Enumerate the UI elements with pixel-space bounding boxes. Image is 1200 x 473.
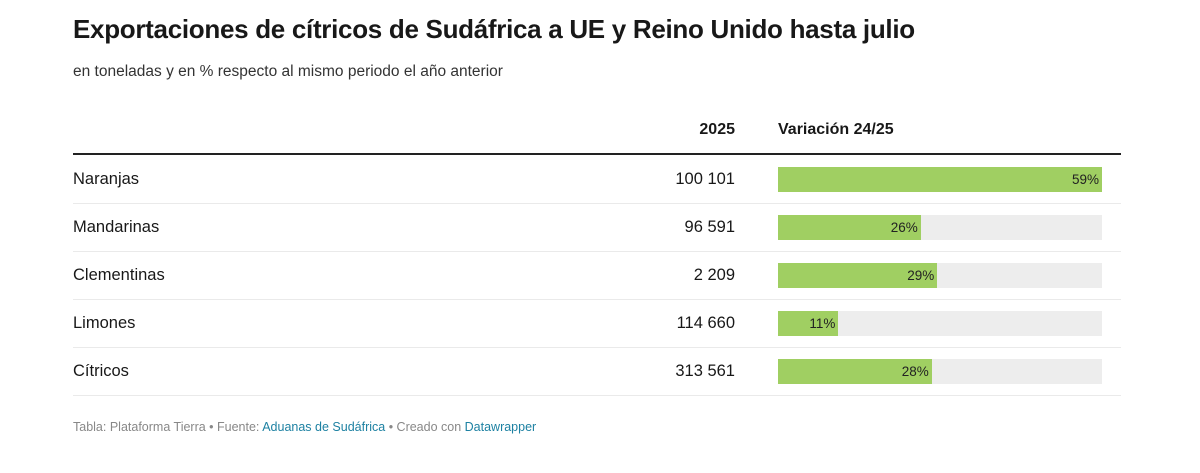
datawrapper-link[interactable]: Datawrapper [464, 420, 537, 434]
footer-credit: Tabla: Plataforma Tierra • Fuente: [73, 420, 263, 434]
variation-label: 59% [1071, 172, 1099, 187]
row-value: 2 209 [693, 266, 735, 284]
row-value: 313 561 [675, 362, 735, 380]
footer: Tabla: Plataforma Tierra • Fuente: Aduan… [73, 420, 536, 434]
header-rule [73, 153, 1121, 155]
variation-label: 11% [809, 316, 836, 331]
variation-label: 29% [907, 268, 935, 283]
table-row: Mandarinas 96 591 26% [73, 203, 1121, 252]
bar-track: 11% [778, 311, 1102, 336]
row-name: Naranjas [73, 170, 140, 188]
chart-subtitle: en toneladas y en % respecto al mismo pe… [73, 63, 503, 80]
row-name: Mandarinas [73, 218, 160, 236]
row-value: 100 101 [675, 170, 735, 188]
row-value: 96 591 [684, 218, 735, 236]
variation-bar: 28% [778, 359, 932, 384]
row-value: 114 660 [676, 314, 735, 332]
variation-bar: 29% [778, 263, 938, 288]
row-name: Limones [73, 314, 136, 332]
variation-label: 26% [890, 220, 918, 235]
source-link[interactable]: Aduanas de Sudáfrica [262, 420, 386, 434]
variation-bar: 11% [778, 311, 839, 336]
column-header-2025: 2025 [699, 121, 735, 138]
column-header-variation: Variación 24/25 [778, 121, 894, 138]
chart-title: Exportaciones de cítricos de Sudáfrica a… [73, 14, 915, 44]
row-name: Clementinas [73, 266, 165, 284]
variation-bar: 59% [778, 167, 1102, 192]
bar-track: 26% [778, 215, 1102, 240]
table-row: Clementinas 2 209 29% [73, 251, 1121, 300]
bar-track: 28% [778, 359, 1102, 384]
footer-created: • Creado con [385, 420, 465, 434]
row-name: Cítricos [73, 362, 129, 380]
bar-track: 29% [778, 263, 1102, 288]
variation-label: 28% [901, 364, 929, 379]
table-row: Cítricos 313 561 28% [73, 347, 1121, 396]
table-row: Naranjas 100 101 59% [73, 155, 1121, 204]
table-row: Limones 114 660 11% [73, 299, 1121, 348]
variation-bar: 26% [778, 215, 921, 240]
bar-track: 59% [778, 167, 1102, 192]
